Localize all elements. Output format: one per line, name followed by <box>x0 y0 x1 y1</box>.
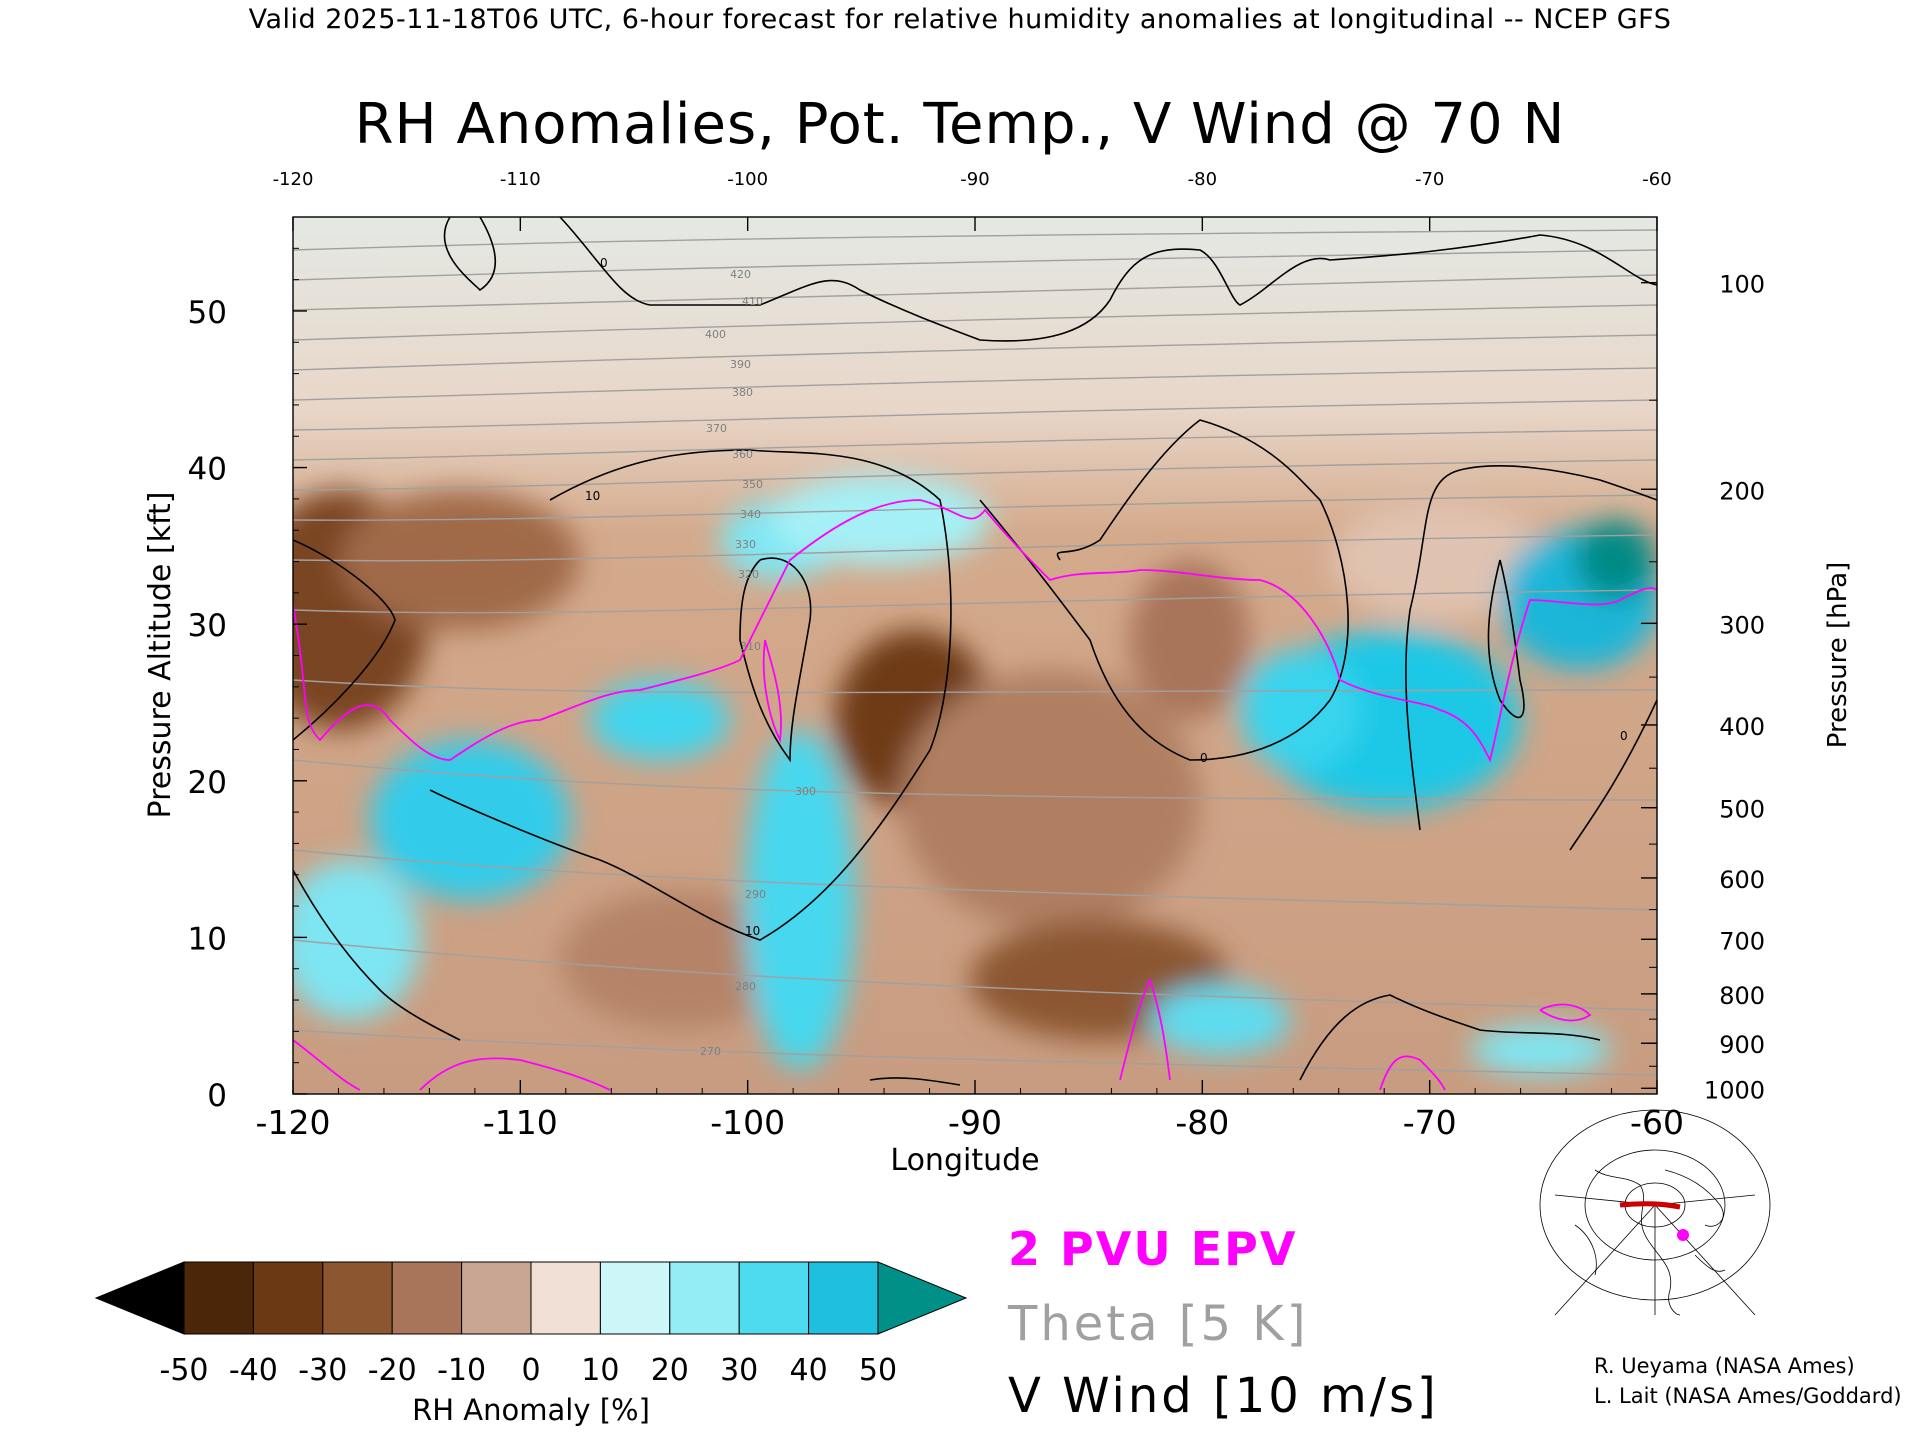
colorbar-tick-label: -30 <box>298 1353 347 1388</box>
legend-vwind: V Wind [10 m/s] <box>1008 1368 1439 1424</box>
colorbar-title: RH Anomaly [%] <box>412 1393 650 1427</box>
vwind-contour-label: 0 <box>600 256 608 270</box>
epv-contour <box>293 499 1657 1091</box>
x-tick-label: -110 <box>483 1103 558 1142</box>
chart-title: RH Anomalies, Pot. Temp., V Wind @ 70 N <box>354 92 1566 157</box>
polar-map-icon <box>1539 1109 1771 1316</box>
x-tick-label: -80 <box>1175 1103 1229 1142</box>
vwind-contour-label: 10 <box>745 924 760 938</box>
x-tick-label: -90 <box>948 1103 1002 1142</box>
colorbar-cell <box>530 1261 601 1335</box>
x-tick-label: -70 <box>1403 1103 1457 1142</box>
top-x-tick-label: -70 <box>1415 169 1444 190</box>
vwind-contour-label: 0 <box>1200 751 1208 765</box>
colorbar-cell <box>461 1261 532 1335</box>
rh-anomaly-field <box>293 217 1657 1094</box>
theta-contour-label: 370 <box>706 422 727 435</box>
y-axis-title-left: Pressure Altitude [kft] <box>143 492 178 819</box>
theta-contour-label: 410 <box>742 295 763 308</box>
colorbar-tick-label: 50 <box>859 1353 897 1388</box>
top-x-tick-label: -100 <box>727 169 768 190</box>
pressure-tick-label: 200 <box>1719 477 1765 505</box>
pressure-tick-label: 500 <box>1719 796 1765 824</box>
vwind-contours <box>293 217 1657 1086</box>
pressure-tick-label: 400 <box>1719 713 1765 741</box>
theta-contour-label: 320 <box>738 568 759 581</box>
y-axis-title-right: Pressure [hPa] <box>1823 562 1853 749</box>
theta-contour-label: 350 <box>742 478 763 491</box>
colorbar-over <box>877 1261 968 1335</box>
theta-contour-label: 340 <box>740 508 761 521</box>
credit-line-1: R. Ueyama (NASA Ames) <box>1594 1354 1855 1378</box>
top-x-tick-label: -80 <box>1188 169 1217 190</box>
pressure-tick-label: 1000 <box>1704 1076 1765 1104</box>
colorbar-tick-label: -10 <box>437 1353 486 1388</box>
x-tick-label: -120 <box>256 1103 331 1142</box>
colorbar-cell <box>252 1261 324 1335</box>
theta-contour-label: 390 <box>730 358 751 371</box>
y-tick-label: 50 <box>188 295 227 331</box>
colorbar-under <box>94 1261 185 1335</box>
pressure-tick-label: 900 <box>1719 1031 1765 1059</box>
top-x-tick-label: -120 <box>273 169 314 190</box>
theta-contour-label: 330 <box>735 538 756 551</box>
theta-contour-label: 310 <box>740 640 761 653</box>
pressure-tick-label: 300 <box>1719 611 1765 639</box>
y-tick-label: 40 <box>188 452 227 488</box>
colorbar-tick-label: -20 <box>368 1353 417 1388</box>
colorbar-cell <box>599 1261 671 1335</box>
colorbar-tick-label: 20 <box>651 1353 689 1388</box>
colorbar-tick-label: -50 <box>160 1353 209 1388</box>
pressure-tick-label: 100 <box>1719 271 1765 299</box>
y-tick-label: 20 <box>188 765 227 801</box>
top-x-tick-label: -110 <box>500 169 541 190</box>
theta-contour-label: 420 <box>730 268 751 281</box>
theta-contour-label: 400 <box>705 328 726 341</box>
colorbar-cell <box>322 1261 393 1335</box>
theta-contour-label: 290 <box>745 888 766 901</box>
colorbar-tick-label: 40 <box>790 1353 828 1388</box>
theta-contours <box>293 229 1657 1076</box>
x-tick-label: -100 <box>710 1103 785 1142</box>
legend-theta: Theta [5 K] <box>1008 1296 1309 1352</box>
colorbar-tick-label: 30 <box>720 1353 758 1388</box>
colorbar-cell <box>183 1261 254 1335</box>
colorbar-cell <box>669 1261 740 1335</box>
colorbar: -50 -40 -30 -20 -10 0 10 20 30 40 50 RH Anomaly [%] <box>94 1261 968 1427</box>
theta-contour-label: 300 <box>795 785 816 798</box>
vwind-contour-label: 10 <box>585 489 600 503</box>
pressure-tick-label: 700 <box>1719 927 1765 955</box>
x-axis-title: Longitude <box>890 1143 1039 1178</box>
theta-contour-label: 280 <box>735 980 756 993</box>
colorbar-cell <box>808 1261 879 1335</box>
top-x-tick-label: -90 <box>960 169 989 190</box>
colorbar-tick-label: 0 <box>521 1353 540 1388</box>
y-tick-label: 30 <box>188 608 227 644</box>
theta-contour-label: 360 <box>732 448 753 461</box>
header-text: Valid 2025-11-18T06 UTC, 6-hour forecast… <box>248 4 1672 35</box>
y-tick-label: 0 <box>207 1078 227 1114</box>
colorbar-tick-label: -40 <box>229 1353 278 1388</box>
axes-layer: -120 -120 -110 -110 -100 -100 -90 -90 -80 -80 -70 -… <box>143 169 1853 1178</box>
pressure-tick-label: 800 <box>1719 982 1765 1010</box>
colorbar-cell <box>391 1261 463 1335</box>
pressure-tick-label: 600 <box>1719 866 1765 894</box>
colorbar-tick-label: 10 <box>581 1353 619 1388</box>
theta-contour-label: 270 <box>700 1045 721 1058</box>
legend-epv: 2 PVU EPV <box>1008 1222 1298 1276</box>
x-tick-label: -60 <box>1630 1103 1684 1142</box>
colorbar-cell <box>738 1261 810 1335</box>
credit-line-2: L. Lait (NASA Ames/Goddard) <box>1594 1384 1902 1408</box>
theta-contour-label: 380 <box>732 386 753 399</box>
y-tick-label: 10 <box>188 921 227 957</box>
vwind-contour-label: 0 <box>1620 729 1628 743</box>
top-x-tick-label: -60 <box>1642 169 1671 190</box>
